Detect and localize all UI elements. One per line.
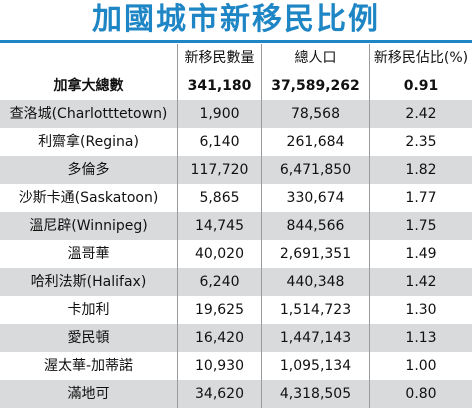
population-cell: 78,568 — [262, 100, 370, 128]
share-cell: 1.75 — [405, 218, 437, 234]
immigrants-cell: 6,140 — [178, 128, 262, 156]
immigrants-cell: 34,620 — [178, 380, 262, 408]
immigrants-cell: 117,720 — [178, 156, 262, 184]
city-cell: 愛民頓 — [0, 324, 178, 352]
share-cell: 2.42 — [405, 106, 437, 122]
immigrants-cell: 10,930 — [178, 352, 262, 380]
population-cell: 1,514,723 — [262, 296, 370, 324]
share-cell: 1.82 — [405, 162, 437, 178]
city-cell: 卡加利 — [0, 296, 178, 324]
city-cell: 溫哥華 — [0, 240, 178, 268]
header-cell-share: 新移民佔比(%) — [373, 50, 469, 66]
population-cell: 37,589,262 — [262, 72, 370, 100]
city-cell: 滿地可 — [0, 380, 178, 408]
table-row: 溫哥華 40,020 2,691,351 1.49 — [0, 240, 472, 268]
table-row: 查洛城(Charlotttetown) 1,900 78,568 2.42 — [0, 100, 472, 128]
share-cell: 0.80 — [405, 386, 437, 402]
table-row: 哈利法斯(Halifax) 6,240 440,348 1.42 — [0, 268, 472, 296]
population-cell: 844,566 — [262, 212, 370, 240]
population-cell: 2,691,351 — [262, 240, 370, 268]
chart-title: 加國城市新移民比例 — [92, 2, 380, 37]
share-cell: 1.42 — [405, 274, 437, 290]
share-cell: 2.35 — [405, 134, 437, 150]
immigrants-cell: 40,020 — [178, 240, 262, 268]
population-cell: 4,318,505 — [262, 380, 370, 408]
table-row: 渥太華-加蒂諾 10,930 1,095,134 1.00 — [0, 352, 472, 380]
data-table: 新移民數量 總人口 新移民佔比(%) 加拿大總數 341,180 37,589,26… — [0, 44, 472, 408]
table-row: 利齋拿(Regina) 6,140 261,684 2.35 — [0, 128, 472, 156]
immigrants-cell: 6,240 — [178, 268, 262, 296]
share-cell: 1.30 — [405, 302, 437, 318]
immigrants-cell: 341,180 — [178, 72, 262, 100]
population-cell: 1,447,143 — [262, 324, 370, 352]
immigrants-cell: 1,900 — [178, 100, 262, 128]
city-cell: 查洛城(Charlotttetown) — [0, 100, 178, 128]
city-cell: 加拿大總數 — [0, 72, 178, 100]
table-row: 滿地可 34,620 4,318,505 0.80 — [0, 380, 472, 408]
population-cell: 261,684 — [262, 128, 370, 156]
immigrants-cell: 19,625 — [178, 296, 262, 324]
table-row: 沙斯卡通(Saskatoon) 5,865 330,674 1.77 — [0, 184, 472, 212]
immigrants-cell: 14,745 — [178, 212, 262, 240]
table-row: 多倫多 117,720 6,471,850 1.82 — [0, 156, 472, 184]
share-cell: 1.49 — [405, 246, 437, 262]
share-cell: 0.91 — [403, 78, 439, 94]
share-cell: 1.00 — [405, 358, 437, 374]
population-cell: 1,095,134 — [262, 352, 370, 380]
population-cell: 6,471,850 — [262, 156, 370, 184]
city-cell: 溫尼辟(Winnipeg) — [0, 212, 178, 240]
table-row-total: 加拿大總數 341,180 37,589,262 0.91 — [0, 72, 472, 100]
population-cell: 440,348 — [262, 268, 370, 296]
title-bar: 加國城市新移民比例 — [0, 0, 472, 43]
city-cell: 多倫多 — [0, 156, 178, 184]
table-header-row: 新移民數量 總人口 新移民佔比(%) — [0, 44, 472, 72]
immigrants-cell: 5,865 — [178, 184, 262, 212]
city-cell: 渥太華-加蒂諾 — [0, 352, 178, 380]
share-cell: 1.13 — [405, 330, 437, 346]
share-cell: 1.77 — [405, 190, 437, 206]
header-cell-immigrants: 新移民數量 — [178, 44, 262, 72]
city-cell: 利齋拿(Regina) — [0, 128, 178, 156]
city-cell: 哈利法斯(Halifax) — [0, 268, 178, 296]
header-cell-population: 總人口 — [262, 44, 370, 72]
header-cell-city — [0, 44, 178, 72]
immigrants-cell: 16,420 — [178, 324, 262, 352]
city-cell: 沙斯卡通(Saskatoon) — [0, 184, 178, 212]
population-cell: 330,674 — [262, 184, 370, 212]
table-row: 溫尼辟(Winnipeg) 14,745 844,566 1.75 — [0, 212, 472, 240]
table-row: 愛民頓 16,420 1,447,143 1.13 — [0, 324, 472, 352]
table-row: 卡加利 19,625 1,514,723 1.30 — [0, 296, 472, 324]
